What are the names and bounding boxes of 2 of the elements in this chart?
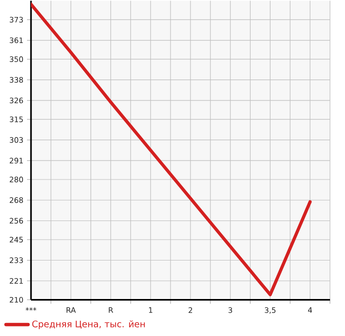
legend-label: Средняя Цена, тыс. йен bbox=[32, 320, 145, 330]
line-series bbox=[31, 2, 312, 296]
